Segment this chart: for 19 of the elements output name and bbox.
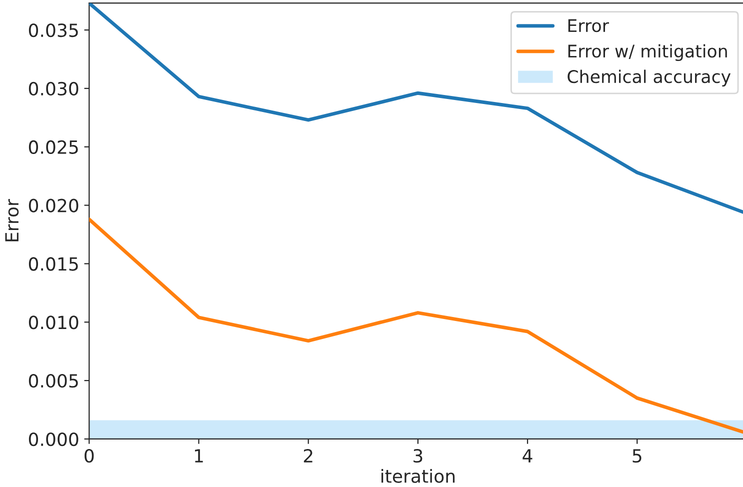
- x-tick-label: 5: [632, 449, 642, 463]
- x-tick-label: 4: [522, 449, 532, 462]
- y-tick-label: 0.020: [28, 198, 78, 212]
- y-tick-label: 0.025: [28, 140, 78, 154]
- x-axis-title: iteration: [382, 468, 455, 483]
- y-tick-label: 0.000: [28, 432, 78, 446]
- y-tick-label: 0.015: [28, 257, 78, 271]
- y-tick-label: 0.030: [28, 82, 78, 96]
- x-tick-label: 1: [194, 449, 203, 462]
- legend-label: Chemical accuracy: [568, 70, 731, 87]
- x-tick-label: 0: [84, 449, 94, 463]
- x-tick-label: 3: [414, 449, 422, 463]
- y-tick-label: 0.035: [28, 23, 78, 38]
- legend-label: Error: [568, 19, 609, 32]
- y-axis-title: Error: [5, 199, 19, 242]
- x-tick-label: 2: [304, 449, 312, 462]
- y-tick-label: 0.010: [28, 316, 78, 330]
- y-tick-label: 0.005: [28, 374, 78, 388]
- legend-label: Error w/ mitigation: [568, 44, 727, 62]
